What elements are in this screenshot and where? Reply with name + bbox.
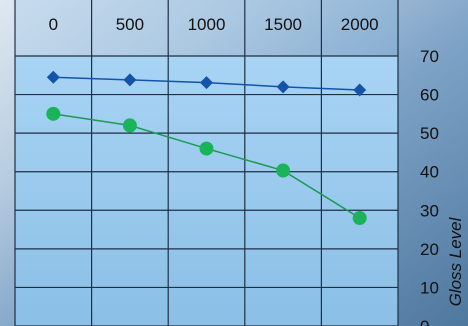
data-point-diamond [123, 73, 137, 87]
x-axis-header-band [15, 0, 398, 56]
data-point-diamond [353, 83, 367, 97]
data-series [46, 70, 367, 225]
x-tick-label: 0 [49, 15, 58, 34]
y-axis-title: Gloss Level [446, 216, 465, 306]
x-tick-label: 1000 [188, 15, 226, 34]
y-axis-tick-labels: 0 10 20 30 40 50 60 70 [420, 47, 439, 326]
x-tick-label: 1500 [264, 15, 302, 34]
y-tick-label: 20 [420, 240, 439, 259]
gridlines [14, 0, 399, 326]
plot-area-fill [15, 56, 398, 326]
x-tick-label: 500 [116, 15, 144, 34]
plot-area [15, 56, 398, 326]
data-point-circle [352, 211, 367, 225]
y-tick-label: 50 [420, 124, 439, 143]
data-point-diamond [200, 76, 213, 90]
data-point-circle [122, 118, 137, 133]
y-tick-label: 70 [420, 47, 439, 66]
data-point-circle [46, 106, 61, 121]
y-tick-label: 60 [420, 86, 439, 105]
y-tick-label: 40 [420, 163, 439, 182]
x-axis-tick-labels: 0 500 1000 1500 2000 [49, 15, 379, 34]
header-band-fill [15, 0, 398, 56]
data-point-diamond [276, 80, 290, 94]
series-2 [46, 106, 367, 225]
x-tick-label: 2000 [341, 15, 379, 34]
data-point-circle [199, 141, 214, 156]
series-1 [46, 70, 367, 97]
y-tick-label: 10 [420, 278, 439, 297]
y-tick-label: 0 [420, 317, 429, 326]
data-point-circle [276, 163, 291, 178]
y-tick-label: 30 [420, 201, 439, 220]
data-point-diamond [46, 70, 60, 84]
